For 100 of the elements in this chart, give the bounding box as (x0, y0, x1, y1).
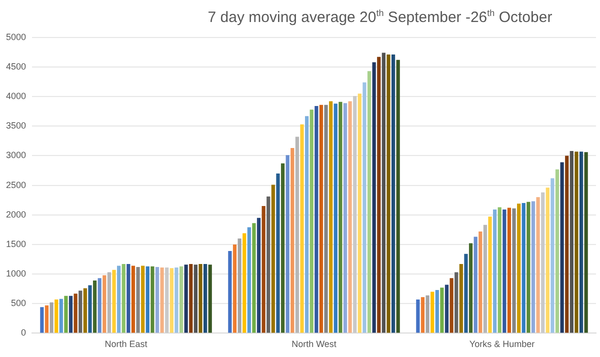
bar (44, 305, 49, 333)
bar (319, 104, 324, 333)
bar (88, 285, 92, 333)
bar (112, 270, 116, 333)
bar (541, 192, 545, 333)
bar (536, 197, 540, 333)
bar (170, 268, 174, 333)
bar (353, 96, 357, 333)
bar (310, 110, 314, 333)
bar (454, 272, 458, 333)
bar (232, 244, 237, 333)
bar (416, 299, 420, 333)
bar (122, 264, 126, 333)
bar (198, 264, 202, 333)
bar (358, 94, 362, 333)
bar (440, 288, 444, 333)
bar (194, 264, 198, 333)
bar (165, 268, 169, 333)
bar (276, 173, 280, 333)
bar (507, 208, 512, 333)
bar (338, 102, 342, 333)
bar (367, 71, 372, 333)
bar (324, 104, 328, 333)
bar (382, 52, 386, 333)
bar (574, 152, 578, 333)
bar (329, 101, 333, 333)
bar (40, 307, 44, 333)
y-tick-label: 4000 (6, 91, 26, 102)
bar (512, 208, 516, 333)
bar (262, 206, 266, 333)
y-tick-label: 3500 (6, 120, 26, 131)
bar (386, 54, 390, 333)
y-tick-label: 0 (21, 328, 26, 338)
bar (50, 302, 54, 333)
bar (362, 82, 366, 333)
bar (450, 278, 454, 333)
bar (391, 54, 396, 333)
bar (117, 266, 121, 333)
chart-title: 7 day moving average 20$^{th}$ September -26$^{th}$ October (206, 7, 554, 26)
bar (468, 243, 473, 333)
bar (102, 275, 106, 333)
bar (377, 56, 381, 333)
y-tick-label: 1500 (6, 238, 26, 249)
bar (565, 156, 569, 333)
bar (555, 169, 560, 333)
bar (314, 106, 318, 333)
bar (546, 188, 550, 333)
bar (464, 254, 468, 333)
bar (372, 62, 376, 333)
bar (570, 150, 574, 333)
bar (54, 299, 58, 333)
x-tick-label: Yorks & Humber (469, 339, 535, 350)
bar (498, 207, 502, 333)
bar (280, 163, 285, 333)
bar (59, 298, 63, 333)
bar (517, 204, 521, 333)
bar (334, 104, 338, 333)
bar (492, 210, 497, 333)
bar (550, 178, 554, 333)
bar (64, 296, 68, 333)
bar (189, 264, 193, 333)
bar (300, 124, 304, 333)
y-tick-label: 4500 (6, 61, 26, 72)
bar (522, 203, 526, 333)
bar (579, 152, 584, 333)
bar (343, 103, 348, 333)
bar (295, 136, 299, 333)
bar (136, 266, 140, 333)
bar (426, 295, 430, 333)
bar (184, 264, 188, 333)
bar (483, 224, 487, 333)
bar (247, 227, 251, 333)
bar (174, 268, 178, 333)
bar (252, 223, 256, 333)
bar (271, 184, 275, 333)
bar (78, 290, 82, 333)
bar (444, 284, 449, 333)
bar (396, 60, 400, 333)
bar (459, 264, 463, 333)
bar (560, 162, 564, 333)
bar (83, 288, 87, 333)
bar (203, 264, 208, 333)
y-tick-label: 3000 (6, 150, 26, 160)
bar (238, 238, 242, 333)
bar (584, 152, 588, 333)
y-tick-label: 2000 (6, 209, 26, 220)
bar (131, 266, 136, 333)
bar (526, 202, 530, 333)
bar (150, 266, 154, 333)
bar (68, 296, 73, 333)
bar (420, 297, 425, 333)
bar (155, 266, 160, 333)
bar (286, 155, 290, 333)
x-tick-label: North East (104, 339, 148, 350)
bar (488, 216, 492, 333)
bar (107, 272, 112, 333)
bar (126, 264, 130, 333)
y-tick-label: 2500 (6, 180, 26, 190)
y-tick-label: 1000 (6, 268, 26, 279)
bar (348, 101, 352, 333)
